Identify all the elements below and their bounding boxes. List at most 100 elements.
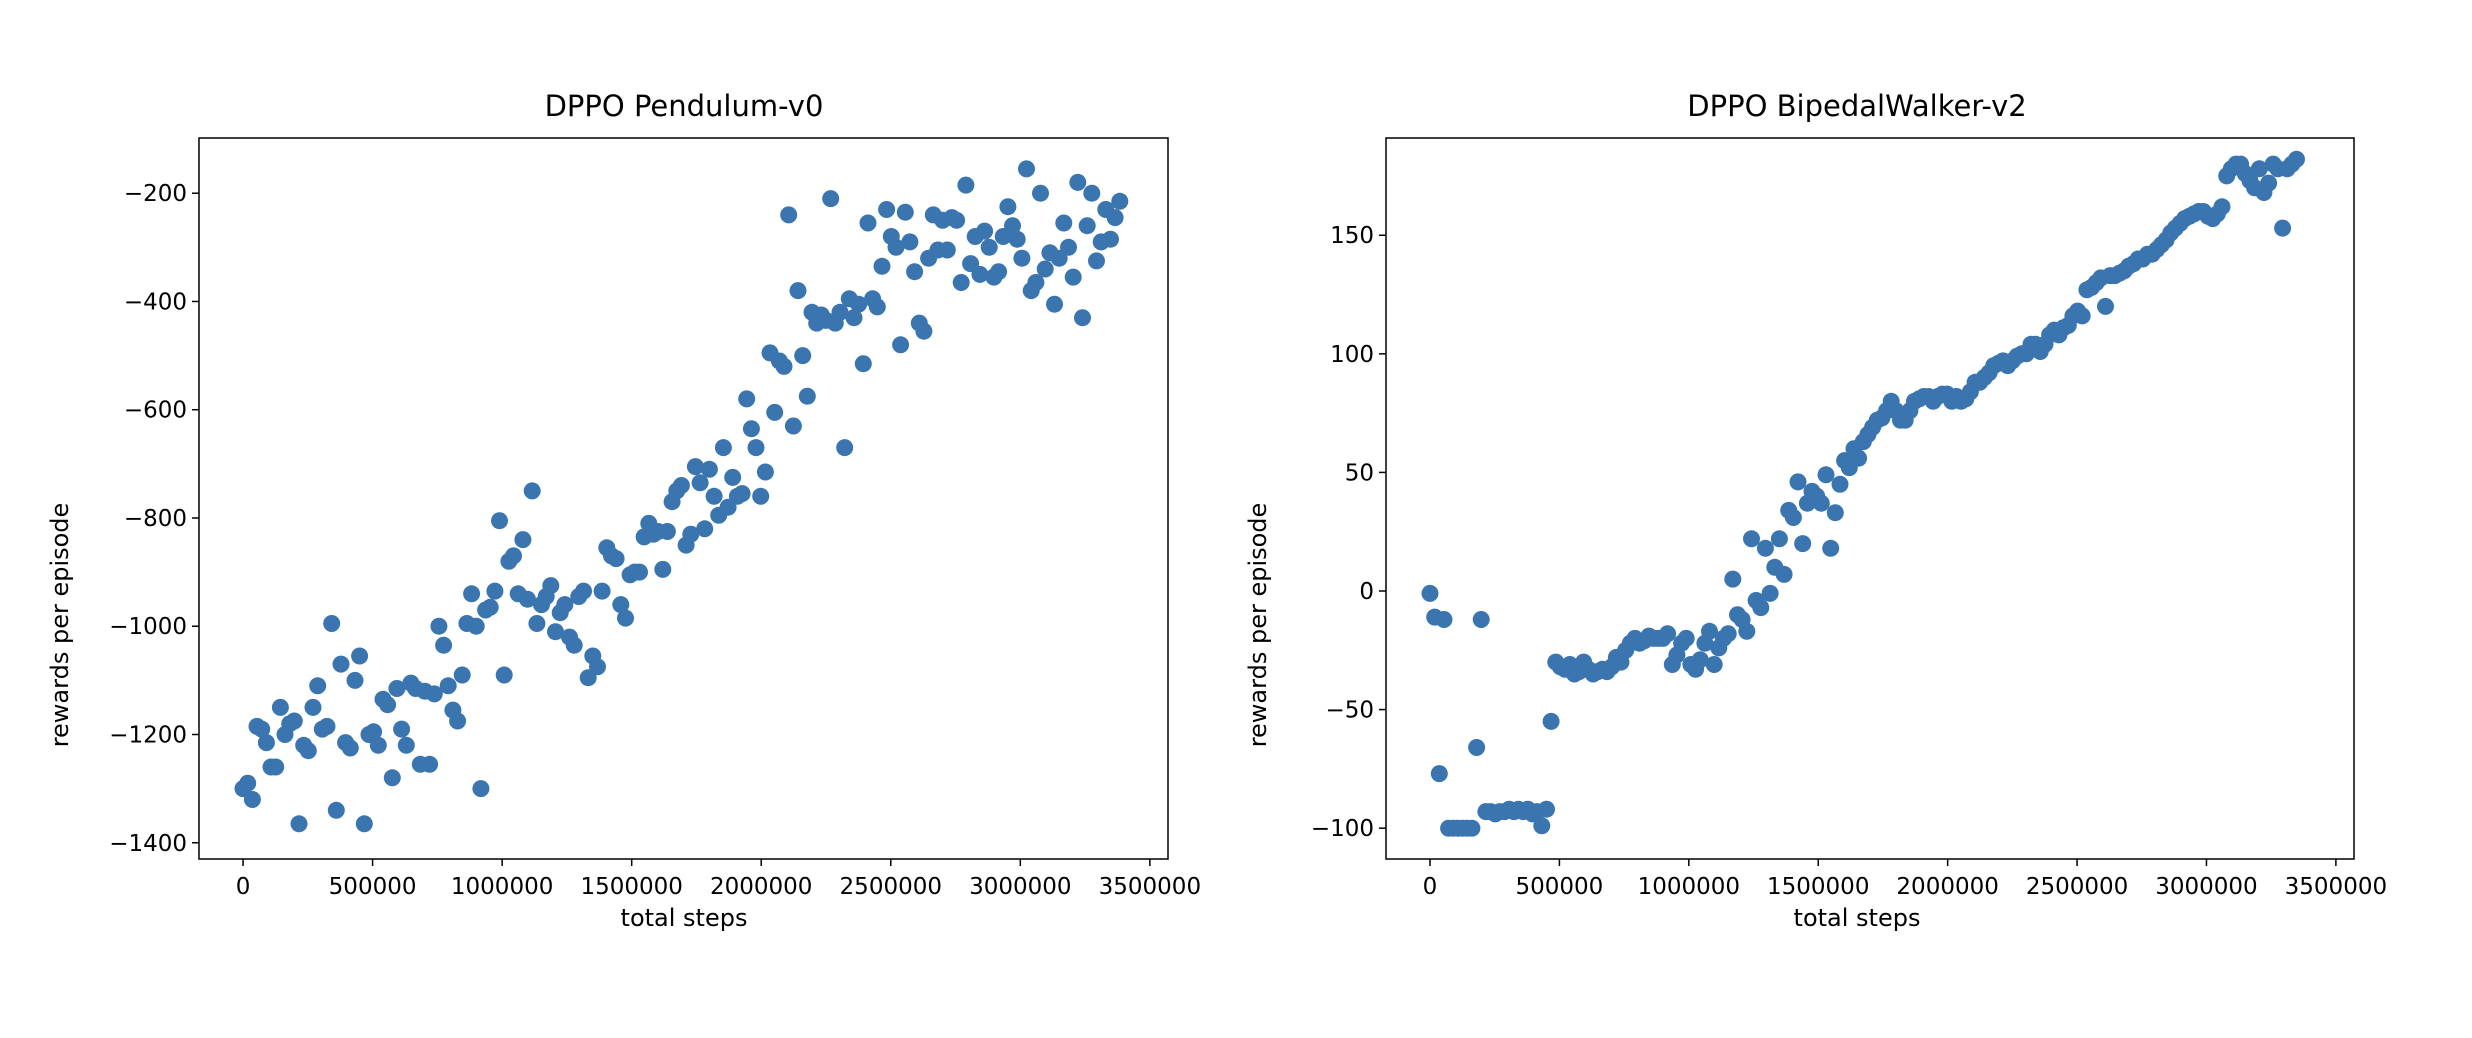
data-point [901,233,919,251]
data-point [1064,268,1082,286]
data-point [1812,494,1830,512]
data-point [332,655,350,673]
y-tick-label: −50 [1325,698,1374,724]
data-point [2274,219,2292,237]
data-point [836,439,854,457]
data-point [1822,539,1840,557]
data-point [481,598,499,616]
data-point [1756,539,1774,557]
data-point [1538,800,1555,818]
data-point [976,222,994,240]
y-tick-label: −400 [124,289,187,315]
data-point [565,636,583,654]
data-point [318,717,336,735]
data-point [463,585,481,603]
data-point [351,647,369,665]
data-point [845,309,863,327]
data-point [257,734,275,752]
data-point [990,263,1008,281]
data-point [2250,160,2268,178]
data-point [766,403,784,421]
data-point [1060,238,1077,256]
y-axis-label: rewards per episode [46,503,74,748]
data-point [1784,509,1802,526]
data-point [672,477,690,494]
data-point [938,241,956,259]
data-point [859,214,877,232]
data-point [822,190,840,208]
data-point [1533,817,1551,835]
y-tick-label: −1000 [109,614,187,640]
data-point [542,577,560,595]
data-point [439,677,457,695]
x-tick-label: 1500000 [580,874,682,900]
data-point [430,617,448,635]
y-tick-label: −800 [124,506,187,532]
data-point [1463,819,1481,837]
data-point [742,420,760,438]
data-point [868,298,886,316]
data-point [887,238,905,256]
data-point [980,238,998,256]
data-point [309,677,327,695]
data-point [1743,530,1760,548]
data-point [327,801,345,819]
data-point [831,303,849,321]
data-point [397,736,415,754]
data-point [617,609,634,627]
data-point [267,758,285,776]
data-point [1738,622,1756,640]
x-tick-label: 0 [236,874,251,900]
data-point [696,520,714,538]
data-point [906,263,924,281]
data-point [1083,184,1101,202]
data-point [369,736,387,754]
data-point [756,463,774,481]
data-point [472,780,490,798]
y-tick-label: 50 [1345,460,1374,486]
data-point [346,671,364,689]
data-point [1850,449,1868,467]
data-point [383,769,401,787]
y-tick-label: −1200 [109,723,187,749]
x-tick-label: 2000000 [710,874,812,900]
data-point [957,176,975,194]
data-point [1055,214,1073,232]
y-tick-label: −200 [124,181,187,207]
x-axis-label: total steps [1794,904,1921,932]
data-point [1078,217,1096,235]
x-tick-label: 500000 [329,874,417,900]
x-tick-label: 1000000 [1638,874,1740,900]
data-point [700,460,718,478]
data-point [285,712,303,730]
data-point [1752,599,1770,617]
data-point [589,658,606,676]
data-point [915,322,933,340]
x-tick-label: 2500000 [2026,874,2128,900]
data-point [724,468,742,486]
plot-area: 0 500000 1000000 1500000 2000000 2500000 30000… [109,137,1201,900]
data-point [556,596,574,614]
data-point [658,523,676,540]
data-point [631,563,648,581]
data-point [1032,184,1049,202]
data-point [1761,584,1779,602]
data-point [1794,535,1812,553]
data-point [948,211,966,229]
data-point [425,685,443,703]
data-point [421,755,439,773]
data-point [449,712,467,730]
data-point [1013,249,1031,267]
data-point [299,742,317,760]
data-point [239,774,257,792]
x-axis-label: total steps [621,904,748,932]
data-point [1102,230,1119,248]
data-point [789,282,807,300]
data-point [1542,712,1560,730]
data-point [2260,174,2278,192]
data-point [775,357,793,375]
data-point [523,482,541,500]
data-point [253,720,271,738]
x-tick-label: 1000000 [451,874,553,900]
y-tick-label: −600 [124,398,187,424]
